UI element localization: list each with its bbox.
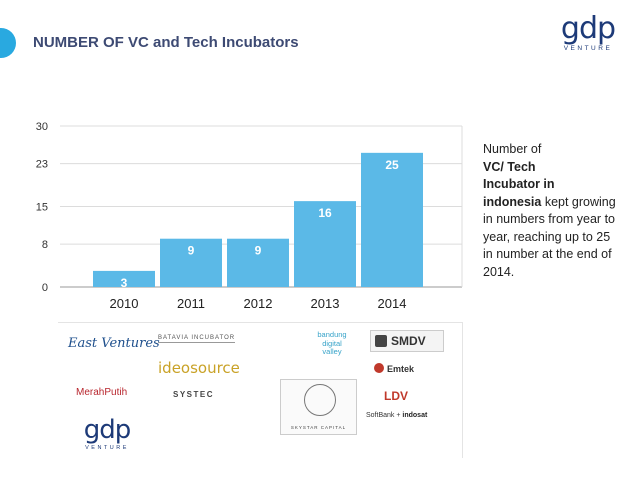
ideosource-logo: ideosource [158,359,240,377]
softbank-indosat-logo: SoftBank + indosat [366,412,427,419]
chart-note: Number of VC/ Tech Incubator in indonesi… [483,141,623,281]
x-tick-label: 2014 [378,296,407,311]
emtek-text: Emtek [387,364,415,374]
bar [160,238,222,287]
y-tick-label: 0 [42,282,48,294]
seal-caption: SKYSTAR CAPITAL [290,425,347,430]
smdv-icon [375,335,387,347]
bar [227,238,289,287]
bar-data-label: 9 [188,244,195,258]
emtek-logo: Emtek [374,363,414,374]
y-tick-label: 30 [36,121,48,133]
bar-data-label: 25 [385,158,399,172]
bandung-line1: bandung [317,330,347,339]
smdv-logo: SMDV [370,330,444,352]
batavia-incubator-logo: BATAVIA INCUBATOR [158,335,236,343]
note-bold3: indonesia [483,194,542,209]
x-tick-label: 2012 [244,296,273,311]
note-bold1: VC/ Tech [483,159,536,174]
brand-logo: gdp VENTURE [555,11,621,53]
bar [361,152,423,287]
y-tick-label: 15 [36,202,48,214]
brand-mark: gdp [560,11,616,46]
gdp-sub: VENTURE [85,445,129,451]
brand-sub: VENTURE [563,45,613,52]
note-tail: kept growing in numbers from year to yea… [483,194,616,279]
y-tick-label: 23 [36,159,48,171]
gdp-venture-logo: gdp VENTURE [78,417,136,451]
note-line1: Number of [483,142,542,156]
systec-logo: SYSTEC [173,390,215,399]
smdv-text: SMDV [391,334,426,348]
bar-data-label: 3 [121,276,128,290]
east-ventures-logo: East Ventures [68,336,160,351]
ldv-logo: LDV [384,389,408,403]
x-tick-label: 2010 [110,296,139,311]
gdp-mark: gdp [83,415,132,445]
skystar-capital-logo: SKYSTAR CAPITAL [280,379,357,435]
note-bold2: Incubator in [483,177,555,191]
x-tick-label: 2011 [177,296,205,311]
bandung-digital-valley-logo: bandung digital valley [308,330,356,357]
bandung-line3: valley [322,347,342,356]
x-tick-label: 2013 [311,296,340,311]
emtek-icon [374,363,384,373]
accent-circle [0,28,16,58]
bar-data-label: 9 [255,244,262,258]
bandung-line2: digital [322,338,342,348]
seal-icon [304,384,336,416]
indosat-text: indosat [402,412,428,419]
page-title: NUMBER OF VC and Tech Incubators [33,34,299,51]
bar [294,201,356,287]
merahputih-logo: MerahPutih [76,387,128,398]
bar [93,270,155,287]
softbank-text: SoftBank + [366,412,401,419]
y-tick-label: 8 [42,239,48,251]
logos-panel: East Ventures BATAVIA INCUBATOR ideosour… [58,322,463,458]
bar-data-label: 16 [318,206,332,220]
